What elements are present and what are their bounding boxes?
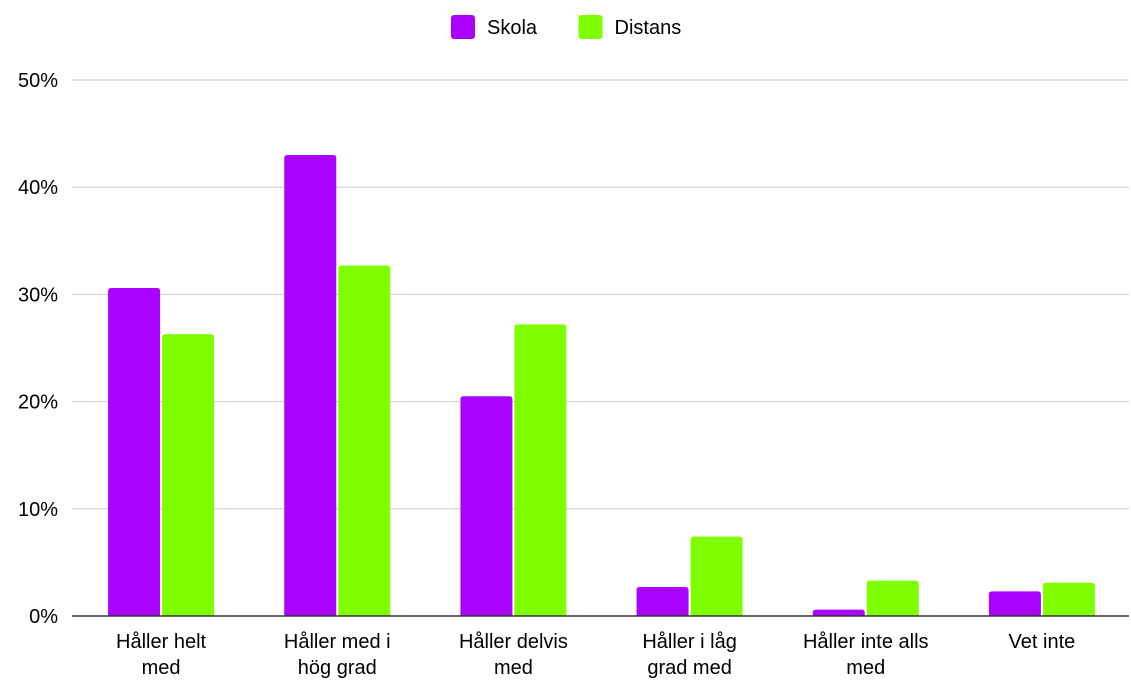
y-tick-label: 50% <box>18 70 58 92</box>
legend-item-distans: Distans <box>578 15 682 39</box>
bar-distans <box>514 324 567 616</box>
x-tick-label: Håller i låg <box>642 631 736 653</box>
y-tick-label: 0% <box>29 606 58 628</box>
bar-distans <box>162 334 215 616</box>
bar-skola <box>284 155 337 617</box>
legend-label-distans: Distans <box>615 17 682 39</box>
x-tick-label: Vet inte <box>1009 631 1076 653</box>
legend-label-skola: Skola <box>487 17 538 39</box>
bars <box>108 155 1095 617</box>
bar-distans <box>866 580 919 616</box>
x-tick-label: Håller med i <box>284 631 391 653</box>
legend: Skola Distans <box>451 15 681 39</box>
x-tick-label: med <box>494 657 533 679</box>
x-tick-label: grad med <box>647 657 732 679</box>
y-axis: 0% 10% 20% 30% 40% 50% <box>18 70 58 628</box>
x-tick-label: hög grad <box>298 657 377 679</box>
legend-item-skola: Skola <box>451 15 538 39</box>
legend-swatch-skola <box>451 15 475 39</box>
bar-distans <box>1042 582 1095 616</box>
x-tick-label: med <box>846 657 885 679</box>
x-tick-label: med <box>142 657 181 679</box>
gridlines <box>72 79 1129 510</box>
y-tick-label: 40% <box>18 177 58 199</box>
x-tick-label: Håller helt <box>116 631 206 653</box>
bar-distans <box>338 265 391 616</box>
bar-skola <box>108 287 161 616</box>
y-tick-label: 20% <box>18 392 58 414</box>
bar-distans <box>690 536 743 616</box>
bar-skola <box>460 396 513 616</box>
y-tick-label: 10% <box>18 499 58 521</box>
bar-skola <box>988 591 1041 616</box>
x-tick-label: Håller inte alls <box>803 631 929 653</box>
x-axis: Håller helt med Håller med i hög grad Håller… <box>72 615 1129 679</box>
x-tick-label: Håller delvis <box>459 631 568 653</box>
bar-skola <box>812 609 865 616</box>
bar-skola <box>636 587 689 616</box>
legend-swatch-distans <box>578 15 603 39</box>
y-tick-label: 30% <box>18 284 58 306</box>
